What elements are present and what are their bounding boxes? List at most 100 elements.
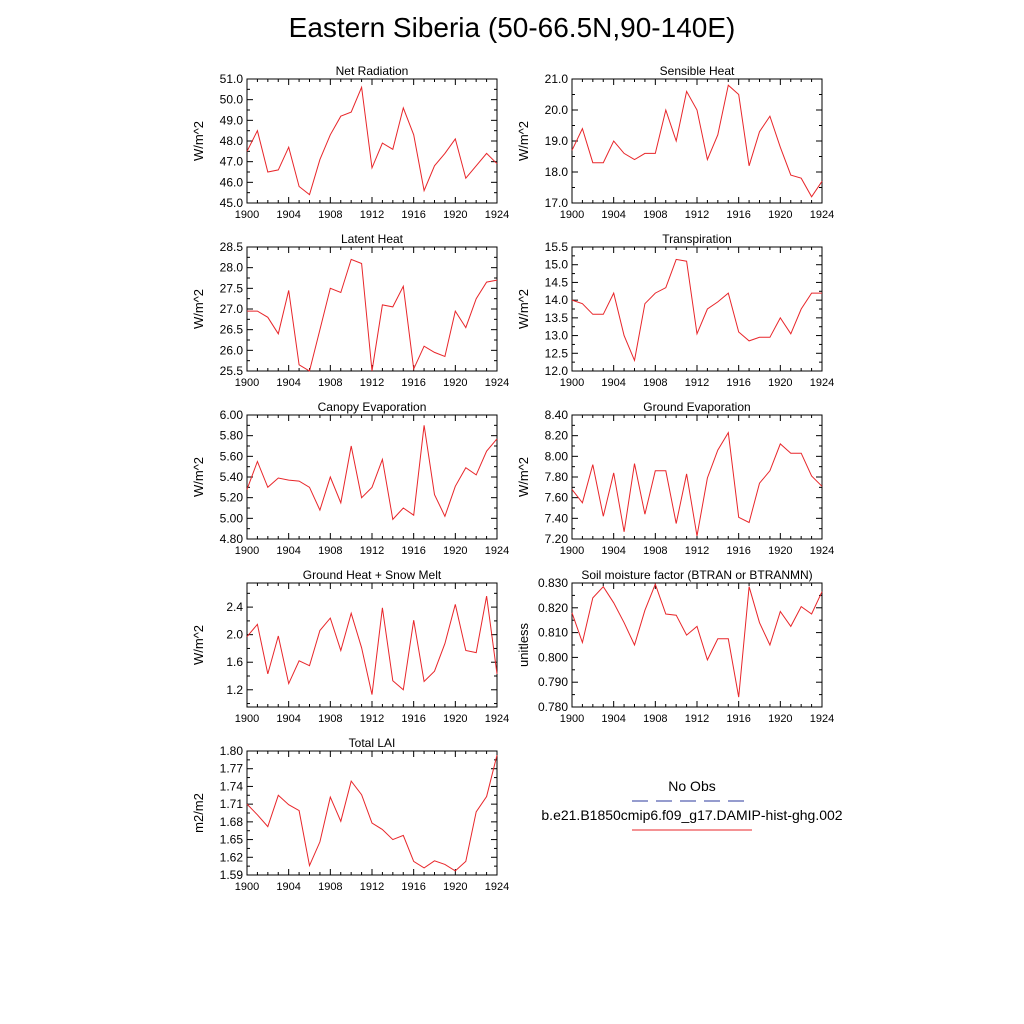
x-tick-label: 1912 <box>360 713 384 725</box>
y-tick-label: 13.0 <box>545 329 569 343</box>
x-tick-label: 1912 <box>685 545 709 557</box>
x-tick-label: 1920 <box>443 377 467 389</box>
y-tick-label: 5.20 <box>220 491 244 505</box>
y-tick-label: 18.0 <box>545 165 569 179</box>
y-tick-label: 1.80 <box>220 744 244 758</box>
y-tick-label: 0.800 <box>538 650 568 664</box>
x-tick-label: 1900 <box>560 377 584 389</box>
panel-title: Soil moisture factor (BTRAN or BTRANMN) <box>581 568 812 582</box>
x-tick-label: 1916 <box>401 209 425 221</box>
y-tick-label: 50.0 <box>220 93 244 107</box>
x-tick-label: 1904 <box>276 209 300 221</box>
y-tick-label: 0.790 <box>538 675 568 689</box>
y-tick-label: 46.0 <box>220 175 244 189</box>
panel-title: Ground Evaporation <box>643 400 750 414</box>
panel-frame <box>246 78 498 204</box>
x-tick-label: 1924 <box>810 713 834 725</box>
x-tick-label: 1912 <box>360 881 384 893</box>
series-line <box>571 84 823 198</box>
y-tick-label: 1.68 <box>220 815 244 829</box>
x-tick-label: 1916 <box>401 713 425 725</box>
x-tick-label: 1916 <box>401 881 425 893</box>
x-tick-label: 1924 <box>485 209 509 221</box>
series-line <box>246 85 498 196</box>
x-tick-label: 1908 <box>643 209 667 221</box>
x-tick-label: 1908 <box>643 713 667 725</box>
panel-title: Latent Heat <box>341 232 404 246</box>
x-tick-label: 1920 <box>768 377 792 389</box>
y-tick-label: 49.0 <box>220 113 244 127</box>
y-tick-label: 14.5 <box>545 275 569 289</box>
x-tick-label: 1920 <box>768 545 792 557</box>
y-tick-label: 7.80 <box>545 470 569 484</box>
x-tick-label: 1900 <box>560 209 584 221</box>
x-tick-label: 1900 <box>235 545 259 557</box>
y-tick-label: 7.40 <box>545 511 569 525</box>
legend-line-no-obs <box>632 800 752 802</box>
y-tick-label: 5.60 <box>220 449 244 463</box>
y-tick-label: 6.00 <box>220 408 244 422</box>
y-tick-label: 48.0 <box>220 134 244 148</box>
panel-frame <box>571 246 823 372</box>
y-tick-label: 5.00 <box>220 511 244 525</box>
panel-4: Canopy Evaporation W/m^2 1900 1904 1908 1912 1… <box>191 400 509 557</box>
x-tick-label: 1920 <box>443 713 467 725</box>
y-tick-label: 45.0 <box>220 196 244 210</box>
y-tick-label: 27.0 <box>220 302 244 316</box>
x-tick-label: 1912 <box>685 209 709 221</box>
panel-3: Transpiration W/m^2 1900 1904 1908 1912 1916 19… <box>516 232 834 389</box>
x-tick-label: 1920 <box>768 713 792 725</box>
x-tick-label: 1900 <box>560 713 584 725</box>
panel-title: Ground Heat + Snow Melt <box>303 568 442 582</box>
series-line <box>571 258 822 363</box>
y-axis-label: m2/m2 <box>191 793 206 833</box>
x-tick-label: 1908 <box>318 713 342 725</box>
x-tick-label: 1904 <box>276 713 300 725</box>
x-tick-label: 1912 <box>685 377 709 389</box>
y-tick-label: 1.77 <box>220 762 244 776</box>
panel-frame <box>571 414 823 540</box>
series-line <box>571 582 823 698</box>
x-tick-label: 1908 <box>643 377 667 389</box>
x-tick-label: 1908 <box>318 377 342 389</box>
y-tick-label: 2.4 <box>226 600 243 614</box>
y-tick-label: 15.5 <box>545 240 569 254</box>
panel-frame <box>571 582 823 708</box>
y-tick-label: 8.00 <box>545 449 569 463</box>
y-tick-label: 1.74 <box>220 779 244 793</box>
y-axis-label: W/m^2 <box>191 457 206 497</box>
y-tick-label: 5.40 <box>220 470 244 484</box>
y-tick-label: 13.5 <box>545 311 569 325</box>
x-tick-label: 1924 <box>810 377 834 389</box>
x-tick-label: 1924 <box>485 377 509 389</box>
x-tick-label: 1916 <box>401 545 425 557</box>
y-tick-label: 28.0 <box>220 261 244 275</box>
y-tick-label: 27.5 <box>220 281 244 295</box>
x-tick-label: 1912 <box>360 209 384 221</box>
page-title: Eastern Siberia (50-66.5N,90-140E) <box>288 12 736 43</box>
panel-title: Canopy Evaporation <box>318 400 427 414</box>
x-tick-label: 1904 <box>276 545 300 557</box>
x-tick-label: 1912 <box>360 377 384 389</box>
series-line <box>246 596 498 695</box>
x-tick-label: 1912 <box>360 545 384 557</box>
y-tick-label: 20.0 <box>545 103 569 117</box>
y-axis-label: W/m^2 <box>191 121 206 161</box>
x-tick-label: 1908 <box>318 209 342 221</box>
y-tick-label: 0.830 <box>538 576 568 590</box>
y-axis-label: unitless <box>516 622 531 667</box>
y-axis-label: W/m^2 <box>516 289 531 329</box>
x-tick-label: 1920 <box>443 545 467 557</box>
x-tick-label: 1900 <box>235 713 259 725</box>
panel-frame <box>571 78 823 204</box>
y-tick-label: 12.5 <box>545 346 569 360</box>
y-axis-label: W/m^2 <box>191 289 206 329</box>
legend-line-case <box>632 829 752 831</box>
y-tick-label: 1.65 <box>220 833 244 847</box>
y-tick-label: 2.0 <box>226 628 243 642</box>
y-tick-label: 25.5 <box>220 364 244 378</box>
panel-title: Transpiration <box>662 232 732 246</box>
series-line <box>571 431 823 536</box>
y-tick-label: 26.5 <box>220 323 244 337</box>
